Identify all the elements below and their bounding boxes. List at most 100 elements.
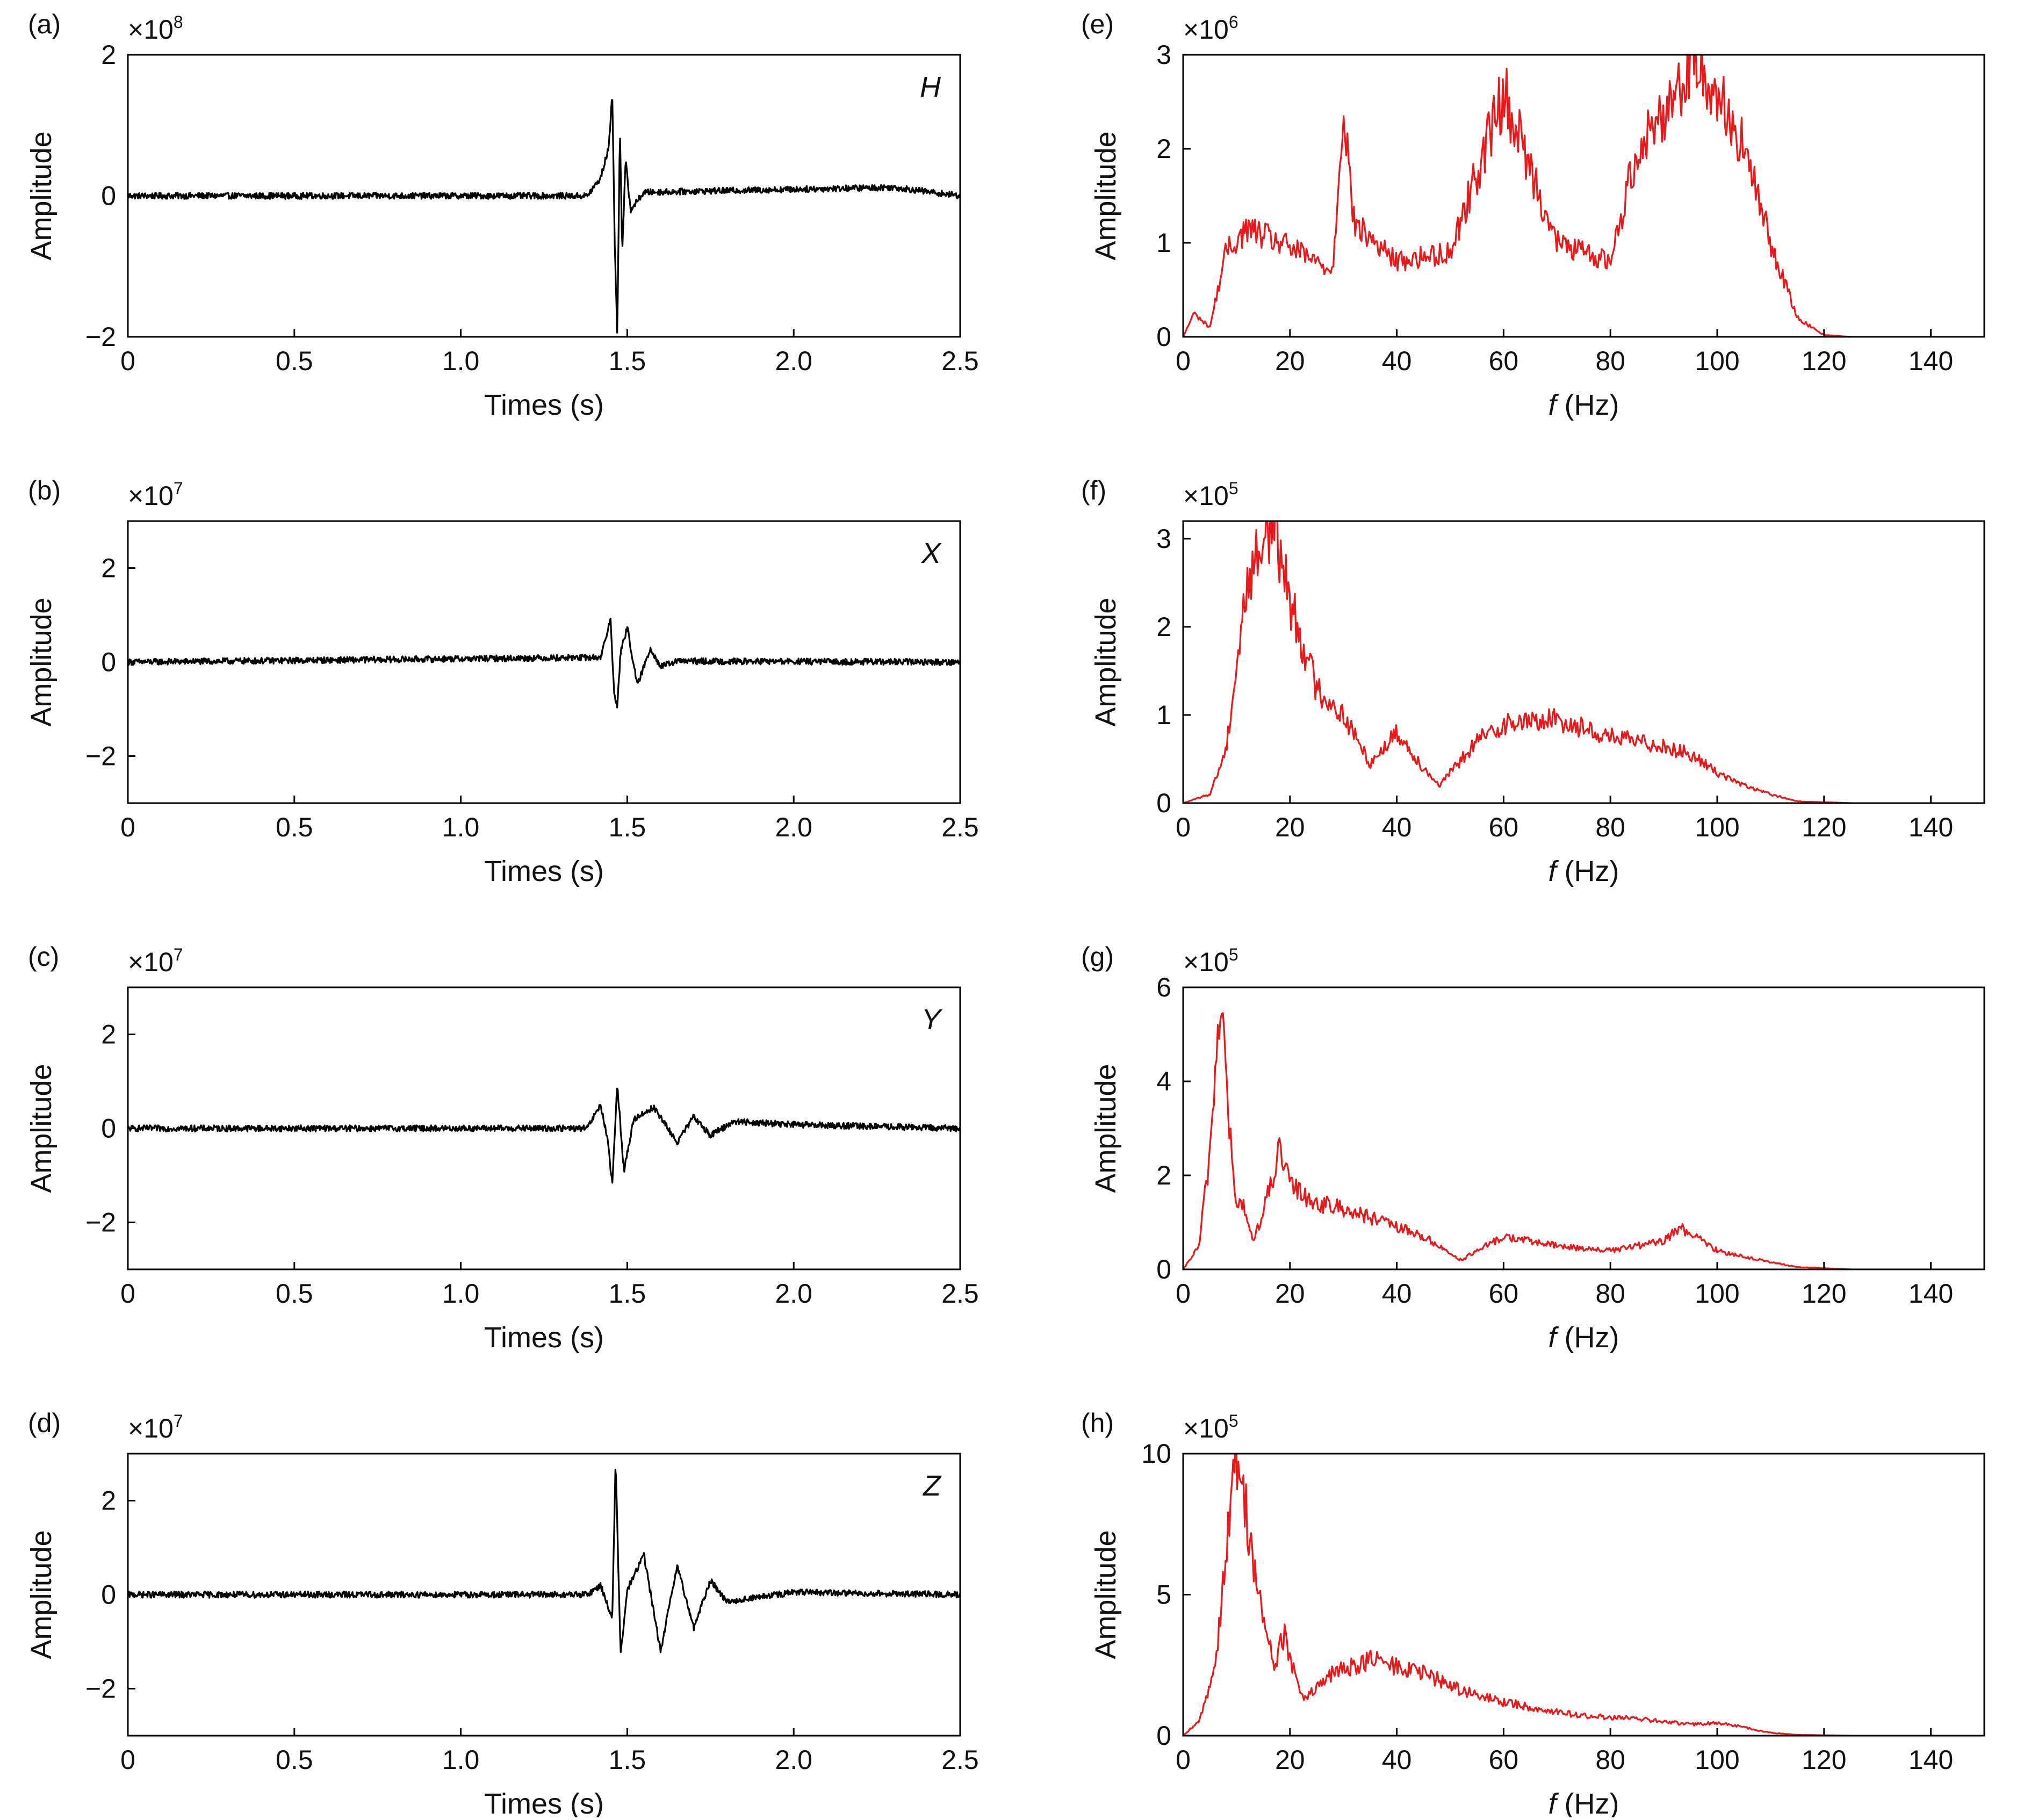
axis-multiplier: ×105 — [1183, 1411, 1238, 1443]
panel-label: (e) — [1081, 9, 1114, 39]
x-tick-label: 60 — [1489, 812, 1519, 842]
y-tick-label: 0 — [101, 181, 116, 211]
x-tick-label: 1.0 — [442, 1279, 480, 1309]
y-tick-label: 0 — [1156, 788, 1171, 818]
plot-frame — [1182, 520, 1985, 804]
axis-multiplier: ×106 — [1183, 12, 1238, 45]
y-tick-label: 2 — [101, 40, 116, 70]
x-tick-label: 0.5 — [276, 1745, 313, 1775]
axis-multiplier: ×107 — [128, 479, 183, 511]
y-axis-label: Amplitude — [25, 597, 57, 726]
x-tick-label: 40 — [1382, 1745, 1412, 1775]
series-line — [1183, 1012, 1851, 1269]
x-tick-label: 0.5 — [276, 346, 313, 376]
axis-multiplier: ×107 — [128, 1411, 183, 1443]
component-label: H — [920, 71, 941, 103]
x-tick-label: 40 — [1382, 812, 1412, 842]
y-tick-label: 0 — [1156, 1721, 1171, 1751]
x-tick-label: 0 — [120, 346, 135, 376]
x-tick-label: 60 — [1489, 1745, 1519, 1775]
axis-multiplier: ×105 — [1183, 945, 1238, 977]
series-line — [1183, 1454, 1851, 1736]
y-tick-label: −2 — [85, 322, 116, 352]
x-axis-label: f (Hz) — [1549, 1321, 1619, 1354]
component-label: Y — [921, 1003, 943, 1036]
x-tick-label: 100 — [1695, 346, 1739, 376]
x-tick-label: 2.5 — [941, 812, 979, 842]
panel-c: 0 0.5 1.0 1.5 2.0 2.5 −2 0 2 Times (s) Amplitude (c… — [25, 942, 979, 1354]
y-tick-label: 3 — [1156, 524, 1171, 554]
x-tick-label: 0.5 — [276, 1279, 313, 1309]
series-line — [128, 99, 960, 334]
y-tick-label: 0 — [101, 1580, 116, 1610]
x-axis-label: f (Hz) — [1549, 389, 1619, 421]
x-tick-label: 1.0 — [442, 346, 480, 376]
x-tick-label: 120 — [1802, 346, 1846, 376]
panel-label: (d) — [28, 1408, 61, 1438]
x-tick-label: 60 — [1489, 346, 1519, 376]
y-axis-label: Amplitude — [1090, 1064, 1122, 1193]
y-tick-label: −2 — [85, 1208, 116, 1238]
y-axis-label: Amplitude — [25, 1530, 57, 1659]
axis-multiplier: ×107 — [128, 945, 183, 977]
x-tick-label: 0 — [120, 1279, 135, 1309]
panel-b: 0 0.5 1.0 1.5 2.0 2.5 −2 0 2 Times (s) Amplitude (b… — [25, 475, 979, 887]
x-axis-label: Times (s) — [484, 389, 604, 421]
y-tick-label: 2 — [101, 1020, 116, 1050]
x-tick-label: 0 — [120, 1745, 135, 1775]
panel-label: (b) — [28, 475, 61, 505]
x-tick-label: 0 — [1176, 1279, 1191, 1309]
x-axis-label: f (Hz) — [1549, 855, 1619, 887]
x-tick-label: 1.0 — [442, 812, 480, 842]
x-tick-label: 120 — [1802, 1279, 1846, 1309]
panel-g: 0 20 40 60 80 100 120 140 0 2 4 6 f (Hz) Amplitude (g)… — [1081, 942, 1985, 1354]
x-tick-label: 60 — [1489, 1279, 1519, 1309]
x-tick-label: 0 — [1176, 812, 1191, 842]
x-tick-label: 1.5 — [609, 1279, 646, 1309]
x-axis-label: Times (s) — [484, 1321, 604, 1354]
x-tick-label: 80 — [1595, 1279, 1625, 1309]
y-tick-label: −2 — [85, 741, 116, 771]
x-tick-label: 2.0 — [775, 1279, 812, 1309]
y-axis-label: Amplitude — [25, 1064, 57, 1193]
x-axis-label: Times (s) — [484, 1788, 604, 1817]
y-axis-label: Amplitude — [1090, 131, 1122, 260]
y-tick-label: 0 — [1156, 1254, 1171, 1284]
x-tick-label: 100 — [1695, 1745, 1739, 1775]
x-tick-label: 40 — [1382, 1279, 1412, 1309]
y-tick-label: 3 — [1156, 40, 1171, 70]
x-tick-label: 2.0 — [775, 346, 812, 376]
x-tick-label: 80 — [1595, 346, 1625, 376]
plot-frame — [1182, 1453, 1985, 1737]
x-tick-label: 2.5 — [941, 1279, 979, 1309]
y-tick-label: 2 — [1156, 1160, 1171, 1190]
series-line — [128, 1469, 960, 1653]
y-tick-label: 2 — [101, 1486, 116, 1516]
x-tick-label: 0.5 — [276, 812, 313, 842]
x-tick-label: 20 — [1275, 1745, 1305, 1775]
series-line — [1183, 55, 1851, 337]
x-tick-label: 0 — [1176, 346, 1191, 376]
panel-label: (c) — [28, 942, 59, 972]
y-tick-label: 1 — [1156, 228, 1171, 258]
axis-multiplier: ×105 — [1183, 479, 1238, 511]
x-tick-label: 1.5 — [609, 812, 646, 842]
x-tick-label: 140 — [1908, 812, 1953, 842]
y-tick-label: 0 — [101, 647, 116, 677]
plot-frame — [1182, 54, 1985, 338]
x-tick-label: 2.5 — [941, 346, 979, 376]
panel-label: (g) — [1081, 942, 1114, 972]
plot-frame — [1182, 986, 1985, 1270]
x-tick-label: 140 — [1908, 346, 1953, 376]
y-tick-label: −2 — [85, 1674, 116, 1704]
x-tick-label: 100 — [1695, 1279, 1739, 1309]
y-tick-label: 5 — [1156, 1580, 1171, 1610]
panel-d: 0 0.5 1.0 1.5 2.0 2.5 −2 0 2 Times (s) Amplitude (d… — [25, 1408, 979, 1820]
x-tick-label: 2.0 — [775, 812, 812, 842]
panel-h: 0 20 40 60 80 100 120 140 0 5 10 f (Hz) Amplitude (h)… — [1081, 1408, 1985, 1820]
y-tick-label: 0 — [101, 1114, 116, 1144]
x-tick-label: 140 — [1908, 1745, 1953, 1775]
x-tick-label: 20 — [1275, 812, 1305, 842]
